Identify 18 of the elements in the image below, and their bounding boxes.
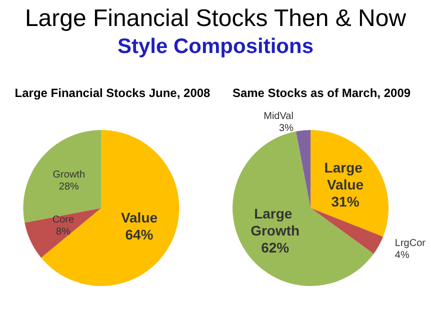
slice-label: Growth	[52, 170, 86, 181]
slice-label: LrgCor	[394, 238, 426, 249]
slice-label: Large Value	[324, 159, 366, 192]
chart-title: Same Stocks as of March, 2009	[232, 86, 411, 100]
data-label: 64%	[125, 226, 154, 242]
data-label: 31%	[331, 193, 360, 210]
slice-label: Core	[52, 214, 75, 226]
text: Style Compositions	[116, 34, 315, 60]
data-label: 8%	[56, 226, 71, 238]
chart-title: Large Financial Stocks June, 2008	[14, 86, 211, 100]
data-label: 62%	[261, 240, 290, 256]
data-label: 4%	[394, 250, 410, 261]
text: Large Financial Stocks Then & Now	[24, 4, 408, 34]
slice-label: Large Growth	[250, 206, 300, 239]
data-label: 28%	[58, 182, 80, 193]
slice-label: MidVal	[264, 110, 294, 122]
slice-label: Value	[120, 209, 158, 226]
data-label: 3%	[279, 122, 294, 134]
